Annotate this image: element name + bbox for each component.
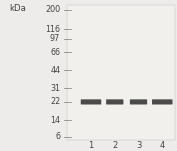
Text: 6: 6 xyxy=(55,132,60,141)
Text: 14: 14 xyxy=(50,116,60,125)
FancyBboxPatch shape xyxy=(106,99,123,104)
Text: 31: 31 xyxy=(50,84,60,93)
Text: 22: 22 xyxy=(50,97,60,106)
Text: 1: 1 xyxy=(88,141,94,150)
FancyBboxPatch shape xyxy=(67,5,175,140)
FancyBboxPatch shape xyxy=(130,99,147,104)
Text: 97: 97 xyxy=(50,34,60,43)
Text: 200: 200 xyxy=(45,5,60,14)
Text: kDa: kDa xyxy=(9,4,26,13)
Text: 66: 66 xyxy=(50,48,60,57)
Text: 4: 4 xyxy=(160,141,165,150)
Text: 116: 116 xyxy=(45,25,60,34)
FancyBboxPatch shape xyxy=(152,99,173,104)
FancyBboxPatch shape xyxy=(81,99,101,104)
Text: 3: 3 xyxy=(136,141,141,150)
Text: 44: 44 xyxy=(50,66,60,75)
Text: 2: 2 xyxy=(112,141,117,150)
